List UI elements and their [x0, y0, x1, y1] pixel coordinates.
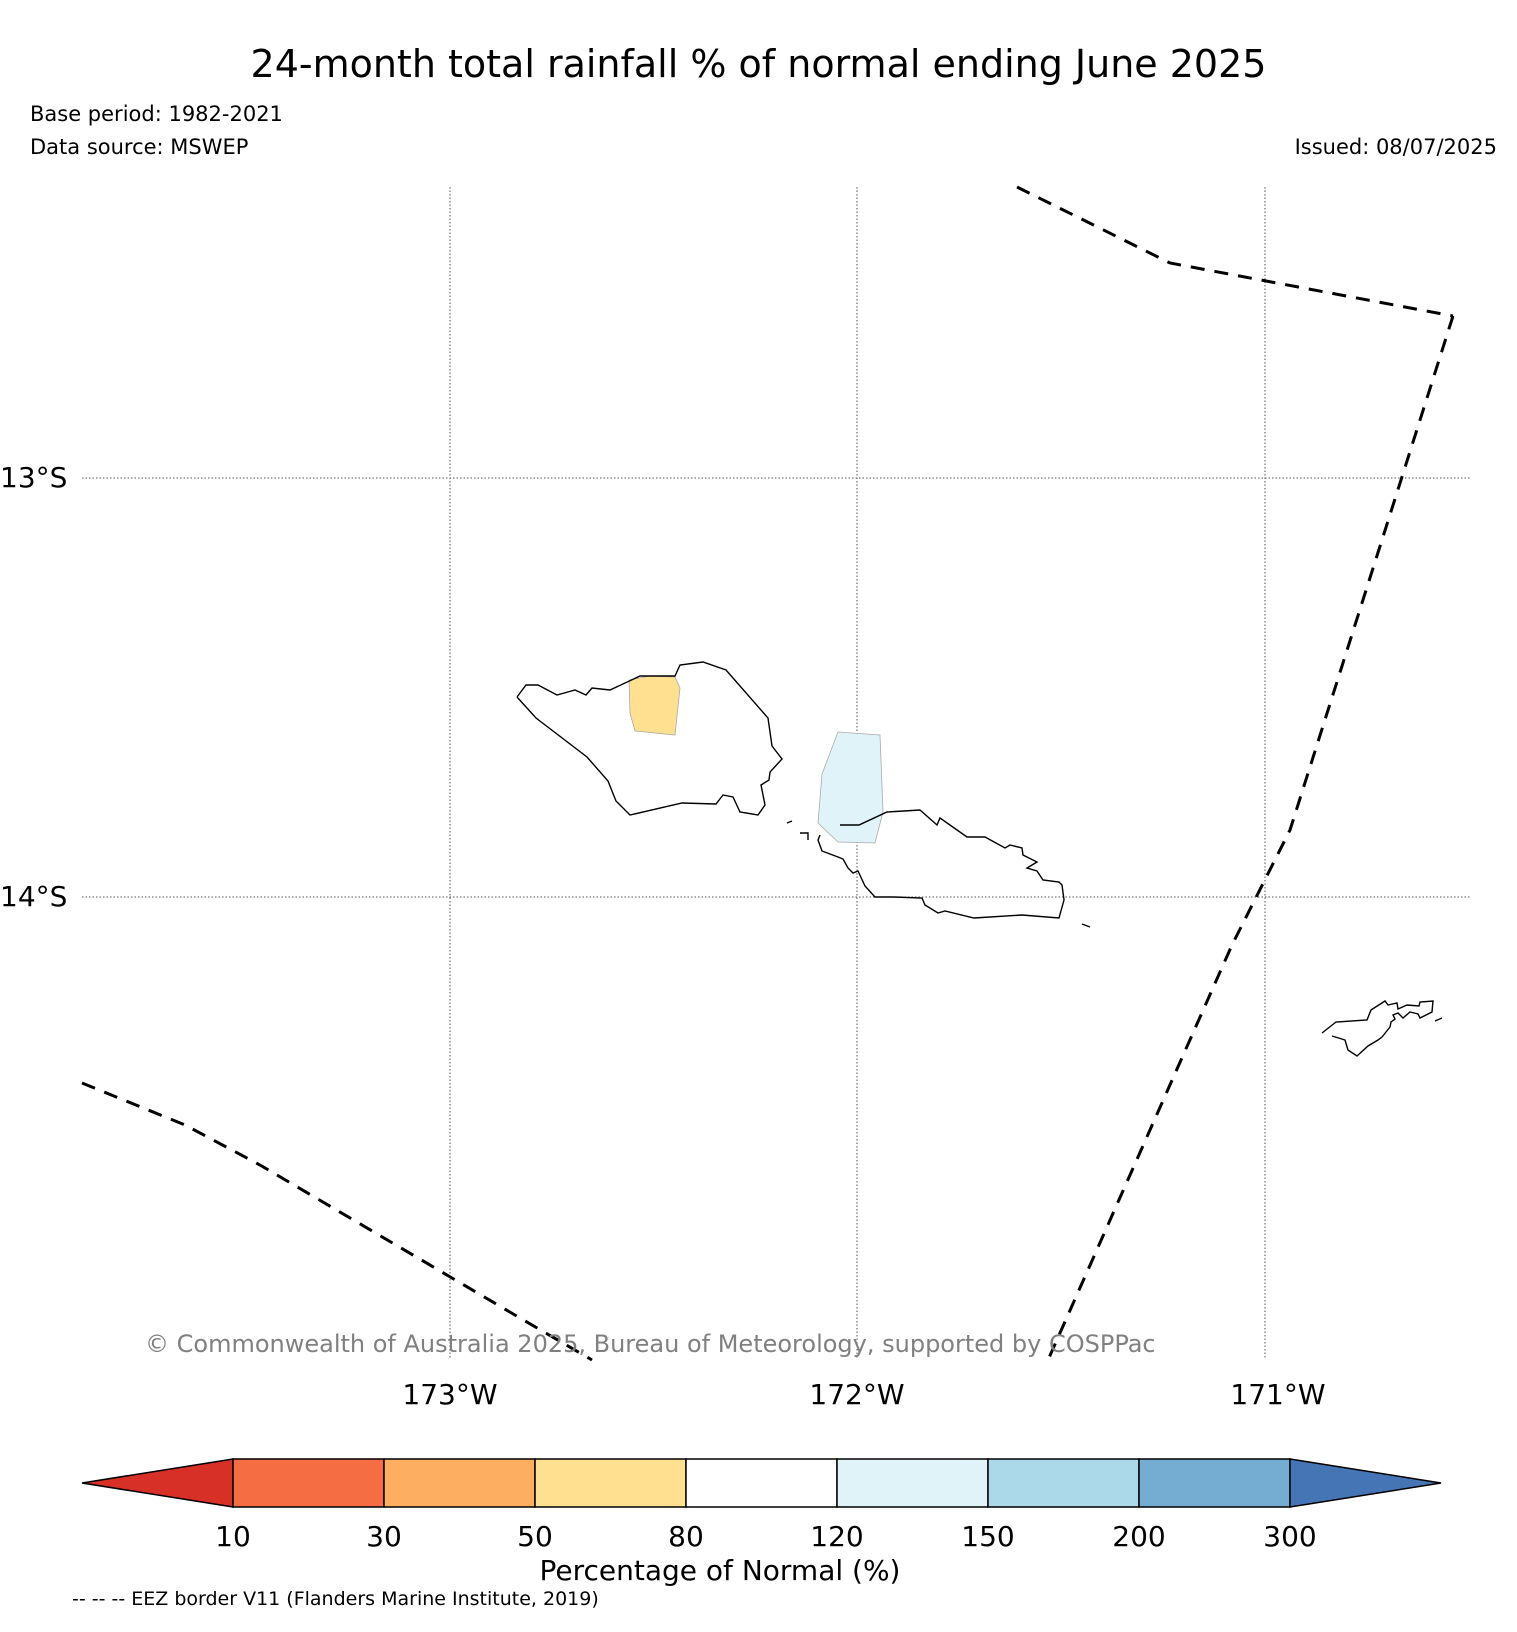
colorbar-bin-7 — [1138, 1458, 1291, 1508]
eez-border-southwest — [81, 1081, 593, 1362]
issued-date: Issued: 08/07/2025 — [1294, 135, 1497, 159]
islet-manono — [800, 832, 809, 840]
colorbar-tick-10: 10 — [215, 1520, 251, 1553]
upolu-anomaly-cell — [817, 731, 884, 844]
colorbar — [81, 1458, 1442, 1508]
colorbar-bin-3 — [534, 1458, 687, 1508]
colorbar-bin-4 — [685, 1458, 838, 1508]
base-period: Base period: 1982-2021 — [30, 102, 283, 126]
graticule — [82, 187, 1470, 1358]
colorbar-tick-200: 200 — [1112, 1520, 1166, 1553]
lon-label-171w: 171°W — [1230, 1378, 1326, 1411]
map-title: 24-month total rainfall % of normal endi… — [250, 42, 1267, 86]
coastlines — [516, 661, 1443, 1057]
colorbar-tick-80: 80 — [668, 1520, 704, 1553]
colorbar-tick-120: 120 — [810, 1520, 864, 1553]
lon-label-172w: 172°W — [809, 1378, 905, 1411]
colorbar-extend-low — [81, 1458, 234, 1508]
lat-label-13s: 13°S — [0, 461, 68, 494]
tutuila-coastline — [1321, 1000, 1434, 1057]
eez-borders — [81, 185, 1455, 1362]
colorbar-tick-50: 50 — [517, 1520, 553, 1553]
lat-label-14s: 14°S — [0, 880, 68, 913]
colorbar-tick-300: 300 — [1263, 1520, 1317, 1553]
savaii-anomaly-cell — [628, 675, 681, 736]
lon-label-173w: 173°W — [402, 1378, 498, 1411]
colorbar-title: Percentage of Normal (%) — [539, 1554, 901, 1587]
colorbar-tick-30: 30 — [366, 1520, 402, 1553]
islet-east — [1081, 923, 1091, 928]
colorbar-extend-high — [1289, 1458, 1442, 1508]
upolu-coastline — [817, 809, 1065, 919]
eez-legend: -- -- -- EEZ border V11 (Flanders Marine… — [72, 1588, 599, 1610]
colorbar-bin-6 — [987, 1458, 1140, 1508]
data-source: Data source: MSWEP — [30, 135, 249, 159]
colorbar-bin-2 — [383, 1458, 536, 1508]
eez-border-east — [1046, 315, 1455, 1361]
islet-aunuu — [1434, 1017, 1443, 1022]
eez-border-north — [1016, 185, 1454, 318]
colorbar-bin-5 — [836, 1458, 989, 1508]
copyright-notice: © Commonwealth of Australia 2025, Bureau… — [145, 1330, 1156, 1358]
colorbar-bin-1 — [232, 1458, 385, 1508]
savaii-coastline — [516, 661, 783, 816]
islet-apolima — [786, 820, 793, 824]
colorbar-tick-150: 150 — [961, 1520, 1015, 1553]
